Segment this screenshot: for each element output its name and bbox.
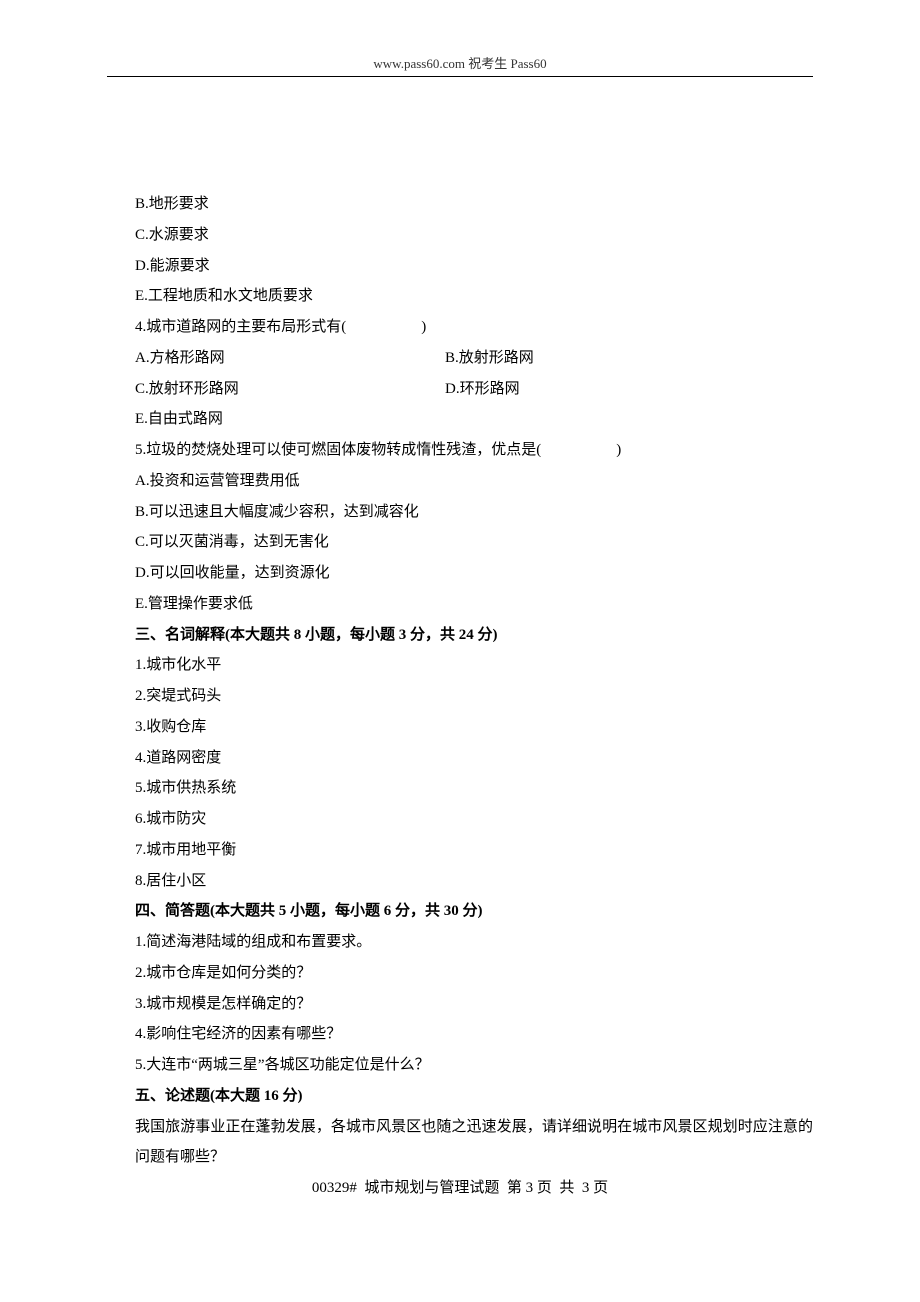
- section5-title: 五、论述题(本大题 16 分): [135, 1081, 813, 1112]
- section3-item-6: 6.城市防灾: [135, 804, 813, 835]
- page-footer: 00329# 城市规划与管理试题 第 3 页 共 3 页: [0, 1176, 920, 1197]
- document-content: B.地形要求 C.水源要求 D.能源要求 E.工程地质和水文地质要求 4.城市道…: [0, 77, 920, 1173]
- q4-row-ab: A.方格形路网 B.放射形路网: [135, 343, 813, 374]
- section3-item-4: 4.道路网密度: [135, 743, 813, 774]
- section4-item-2: 2.城市仓库是如何分类的？: [135, 958, 813, 989]
- section3-title: 三、名词解释(本大题共 8 小题，每小题 3 分，共 24 分): [135, 620, 813, 651]
- q4-option-e: E.自由式路网: [135, 404, 813, 435]
- q4-option-b: B.放射形路网: [445, 343, 813, 374]
- section3-item-2: 2.突堤式码头: [135, 681, 813, 712]
- section4-item-4: 4.影响住宅经济的因素有哪些？: [135, 1019, 813, 1050]
- section3-item-7: 7.城市用地平衡: [135, 835, 813, 866]
- section3-item-8: 8.居住小区: [135, 866, 813, 897]
- section3-item-3: 3.收购仓库: [135, 712, 813, 743]
- q5-stem: 5.垃圾的焚烧处理可以使可燃固体废物转成惰性残渣，优点是( ): [135, 435, 813, 466]
- q4-row-cd: C.放射环形路网 D.环形路网: [135, 374, 813, 405]
- prev-option-b: B.地形要求: [135, 189, 813, 220]
- header-text: www.pass60.com 祝考生 Pass60: [373, 56, 546, 71]
- q5-option-d: D.可以回收能量，达到资源化: [135, 558, 813, 589]
- q5-option-a: A.投资和运营管理费用低: [135, 466, 813, 497]
- footer-text: 00329# 城市规划与管理试题 第 3 页 共 3 页: [312, 1180, 608, 1196]
- section3-item-5: 5.城市供热系统: [135, 773, 813, 804]
- section4-item-5: 5.大连市“两城三星”各城区功能定位是什么？: [135, 1050, 813, 1081]
- prev-option-d: D.能源要求: [135, 251, 813, 282]
- q5-option-e: E.管理操作要求低: [135, 589, 813, 620]
- q5-option-c: C.可以灭菌消毒，达到无害化: [135, 527, 813, 558]
- page-header: www.pass60.com 祝考生 Pass60: [0, 0, 920, 72]
- q5-option-b: B.可以迅速且大幅度减少容积，达到减容化: [135, 497, 813, 528]
- section5-essay: 我国旅游事业正在蓬勃发展，各城市风景区也随之迅速发展，请详细说明在城市风景区规划…: [135, 1112, 813, 1174]
- prev-option-e: E.工程地质和水文地质要求: [135, 281, 813, 312]
- q4-stem: 4.城市道路网的主要布局形式有( ): [135, 312, 813, 343]
- q4-option-c: C.放射环形路网: [135, 374, 445, 405]
- section3-item-1: 1.城市化水平: [135, 650, 813, 681]
- q4-option-a: A.方格形路网: [135, 343, 445, 374]
- prev-option-c: C.水源要求: [135, 220, 813, 251]
- section4-item-1: 1.简述海港陆域的组成和布置要求。: [135, 927, 813, 958]
- section4-title: 四、简答题(本大题共 5 小题，每小题 6 分，共 30 分): [135, 896, 813, 927]
- section4-item-3: 3.城市规模是怎样确定的？: [135, 989, 813, 1020]
- q4-option-d: D.环形路网: [445, 374, 813, 405]
